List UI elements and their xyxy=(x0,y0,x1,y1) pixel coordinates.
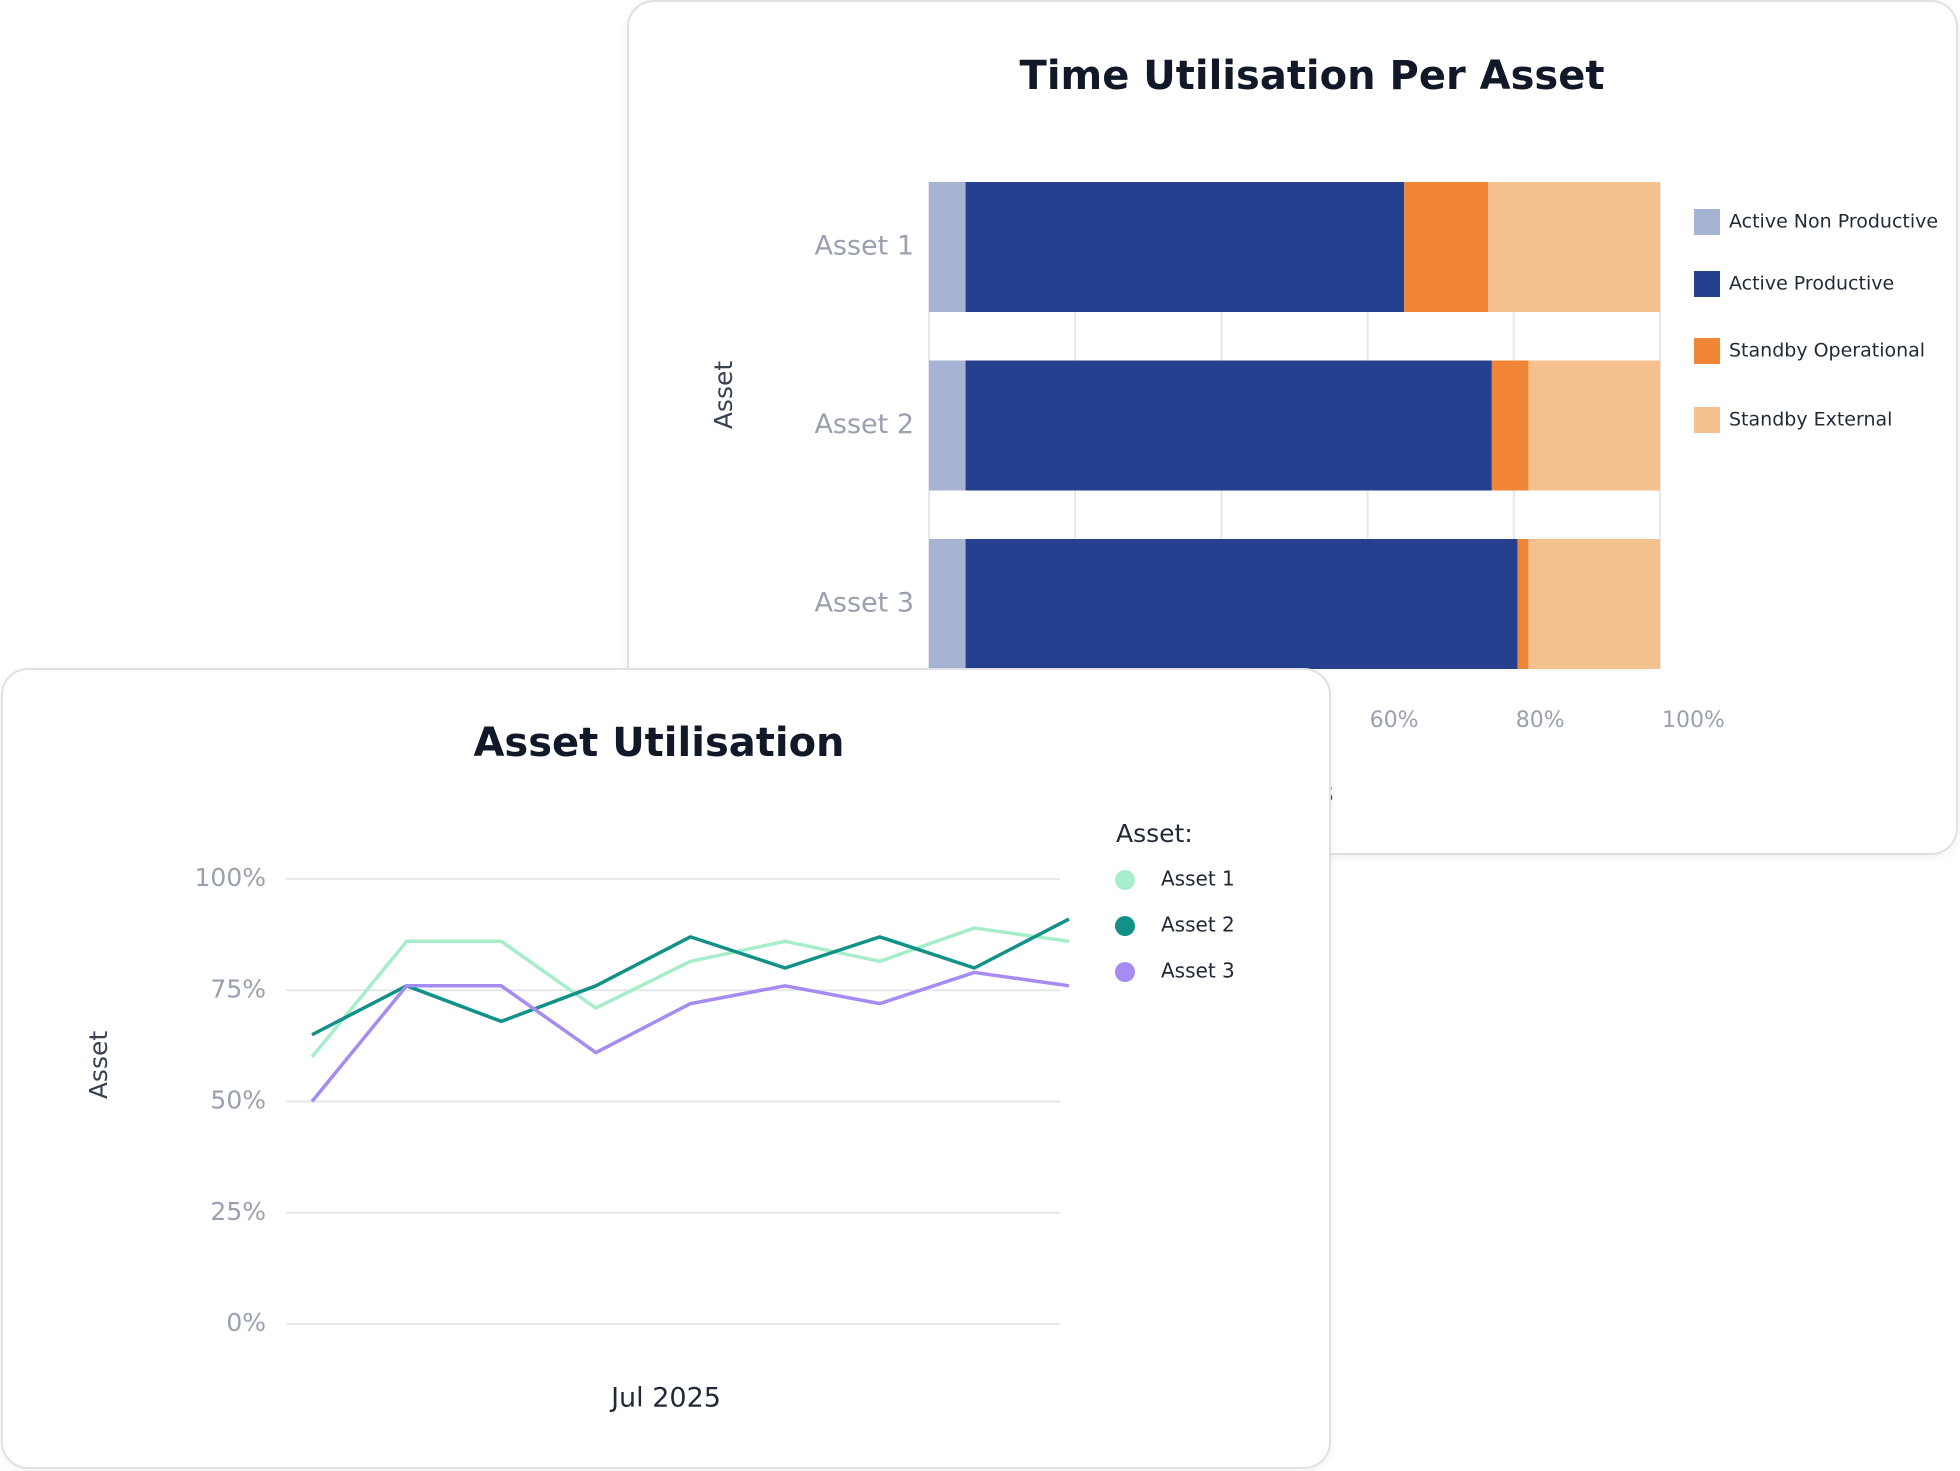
y-tick-label: Asset 2 xyxy=(814,409,914,440)
legend-swatch xyxy=(1694,338,1720,364)
bar-segment xyxy=(965,360,1492,491)
x-axis-label: Jul 2025 xyxy=(609,1383,721,1414)
y-tick-label: 0% xyxy=(226,1308,266,1337)
bar-segment xyxy=(929,360,966,491)
y-axis-label: Asset xyxy=(709,361,738,430)
legend-label: Asset 2 xyxy=(1161,913,1235,937)
y-tick-label: 50% xyxy=(210,1086,266,1115)
legend-dot xyxy=(1115,916,1135,936)
bar-segment xyxy=(965,539,1518,669)
card xyxy=(1,668,1331,1469)
series-line xyxy=(311,917,1070,1037)
y-tick-label: Asset 1 xyxy=(814,231,914,262)
bar-segment xyxy=(1517,539,1529,669)
legend-swatch xyxy=(1694,271,1720,297)
series-line xyxy=(310,970,1070,1103)
chart-title: Time Utilisation Per Asset xyxy=(1020,53,1605,99)
legend-label: Standby Operational xyxy=(1729,340,1925,362)
bar-segment xyxy=(1404,182,1489,312)
y-tick-label: 75% xyxy=(210,974,266,1003)
legend-label: Asset 3 xyxy=(1161,959,1235,983)
legend-swatch xyxy=(1694,407,1720,433)
x-tick-label: 100% xyxy=(1662,708,1725,733)
legend-label: Asset 1 xyxy=(1161,867,1235,891)
chart-title: Asset Utilisation xyxy=(473,720,844,766)
bar-segment xyxy=(929,539,966,669)
bar-segment xyxy=(929,182,966,312)
line-card: Asset Utilisation 0% 25% 50% 75% 100% Jul 2025… xyxy=(1,668,1331,1469)
bar-segment xyxy=(965,182,1405,312)
series-line xyxy=(310,926,1070,1059)
bar-segment xyxy=(1491,360,1529,491)
y-axis-label: Asset xyxy=(84,1031,113,1100)
y-tick-label: 25% xyxy=(210,1197,266,1226)
y-tick-label: Asset 3 xyxy=(814,588,914,619)
bar-segment xyxy=(1488,182,1660,312)
legend-dot xyxy=(1115,870,1135,890)
bar-card: Time Utilisation Per Asset0%20%40%60%80%… xyxy=(627,0,1958,855)
legend-title: Asset: xyxy=(1116,819,1193,848)
legend-swatch xyxy=(1694,209,1720,235)
x-tick-label: 60% xyxy=(1370,708,1419,733)
y-tick-label: 100% xyxy=(195,863,266,892)
x-tick-label: 80% xyxy=(1516,708,1565,733)
bar-segment xyxy=(1528,360,1660,491)
legend-label: Active Productive xyxy=(1729,273,1894,295)
legend-label: Standby External xyxy=(1729,409,1892,431)
legend-label: Active Non Productive xyxy=(1729,211,1938,233)
bar-segment xyxy=(1528,539,1660,669)
legend-dot xyxy=(1115,962,1135,982)
